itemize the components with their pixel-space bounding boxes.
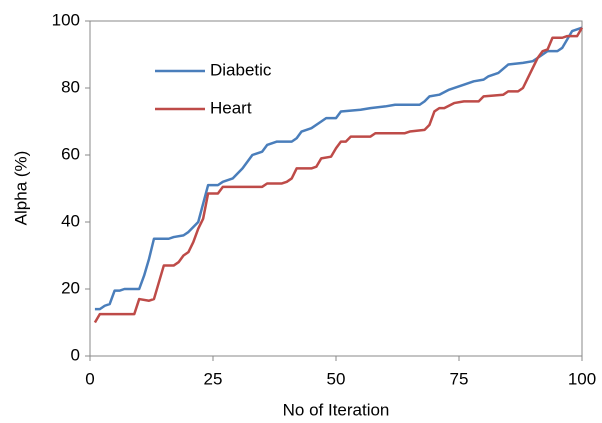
x-tick-label: 0 <box>85 369 94 388</box>
y-tick-label: 80 <box>61 77 80 96</box>
y-tick-label: 0 <box>71 345 80 364</box>
x-axis-label: No of Iteration <box>283 400 390 419</box>
y-tick-label: 100 <box>52 10 80 29</box>
x-tick-label: 50 <box>327 369 346 388</box>
series-line <box>94 26 583 311</box>
y-tick-label: 40 <box>61 211 80 230</box>
y-tick-label: 20 <box>61 278 80 297</box>
x-tick-label: 25 <box>204 369 223 388</box>
legend-label: Diabetic <box>210 60 272 79</box>
y-tick-label: 60 <box>61 144 80 163</box>
legend-label: Heart <box>210 98 252 117</box>
x-tick-label: 100 <box>568 369 596 388</box>
y-axis-label: Alpha (%) <box>11 151 30 226</box>
x-tick-label: 75 <box>450 369 469 388</box>
series-line <box>93 27 584 324</box>
